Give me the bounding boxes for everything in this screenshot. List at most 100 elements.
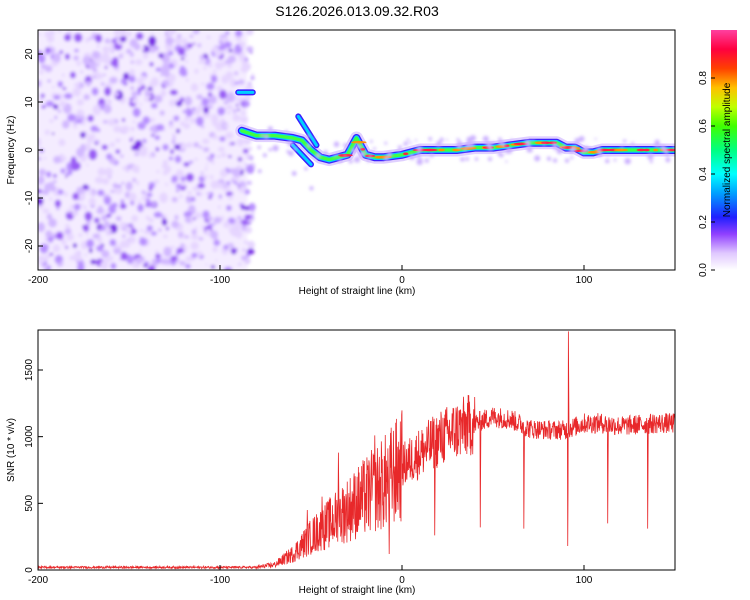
- noise-speck: [185, 78, 189, 82]
- noise-speck: [227, 63, 232, 69]
- noise-speck: [150, 102, 158, 109]
- faint-speck: [457, 141, 463, 147]
- faint-speck: [498, 140, 503, 146]
- noise-speck: [159, 192, 168, 204]
- noise-speck: [202, 138, 210, 145]
- spectrogram-x-axis-label: Height of straight line (km): [299, 286, 416, 297]
- noise-speck: [176, 247, 185, 254]
- noise-speck: [132, 120, 136, 124]
- noise-speck: [118, 258, 122, 261]
- noise-speck: [110, 262, 117, 270]
- noise-speck: [149, 62, 154, 67]
- noise-speck: [238, 216, 241, 219]
- spectrogram-x-tick-label: -100: [210, 275, 230, 286]
- noise-speck: [217, 182, 224, 189]
- noise-speck: [87, 114, 94, 122]
- noise-speck: [115, 215, 122, 222]
- noise-speck: [235, 36, 242, 42]
- noise-speck: [160, 66, 168, 76]
- noise-speck: [97, 167, 106, 176]
- noise-speck: [112, 56, 119, 65]
- faint-speck: [309, 186, 314, 191]
- noise-speck: [194, 68, 199, 74]
- faint-speck: [623, 139, 627, 143]
- noise-speck: [138, 145, 148, 157]
- noise-speck: [213, 216, 222, 224]
- noise-speck: [38, 183, 41, 188]
- faint-speck: [428, 136, 433, 141]
- noise-speck: [139, 249, 142, 252]
- noise-speck: [198, 237, 204, 241]
- noise-speck: [185, 108, 193, 118]
- noise-speck: [150, 31, 154, 35]
- noise-speck: [218, 196, 222, 200]
- snr-y-tick-label: 1000: [24, 425, 35, 448]
- noise-speck: [183, 161, 190, 167]
- noise-speck: [164, 30, 173, 35]
- faint-speck: [531, 139, 535, 142]
- faint-speck: [491, 140, 495, 145]
- noise-speck: [223, 244, 229, 250]
- noise-speck: [224, 47, 229, 54]
- noise-speck: [131, 224, 135, 228]
- noise-speck: [217, 106, 226, 116]
- noise-speck: [70, 161, 80, 171]
- noise-speck: [141, 196, 144, 200]
- noise-speck: [133, 93, 137, 96]
- noise-speck: [193, 30, 198, 33]
- noise-speck: [86, 80, 91, 87]
- noise-speck: [120, 125, 130, 133]
- noise-speck: [240, 65, 249, 73]
- noise-speck: [40, 93, 45, 98]
- noise-speck: [121, 118, 126, 122]
- faint-speck: [414, 139, 418, 142]
- noise-speck: [57, 30, 62, 33]
- noise-speck: [190, 117, 196, 124]
- noise-speck: [88, 149, 98, 161]
- noise-speck: [217, 155, 221, 158]
- ridge-hotspot: [643, 148, 650, 152]
- faint-speck: [386, 151, 393, 158]
- noise-speck: [118, 30, 127, 37]
- noise-speck: [130, 200, 135, 206]
- noise-speck: [194, 157, 198, 162]
- noise-speck: [140, 75, 147, 81]
- spectrogram-y-tick-label: 10: [24, 96, 35, 108]
- noise-speck: [209, 174, 214, 180]
- noise-speck: [174, 214, 179, 221]
- noise-speck: [217, 205, 221, 209]
- noise-speck: [53, 104, 59, 110]
- faint-speck: [546, 156, 551, 161]
- noise-speck: [192, 42, 196, 45]
- noise-speck: [235, 103, 239, 107]
- faint-speck: [397, 150, 400, 153]
- noise-speck: [99, 226, 106, 231]
- noise-speck: [228, 48, 233, 53]
- noise-speck: [180, 120, 185, 127]
- noise-speck: [95, 72, 104, 80]
- faint-speck: [624, 157, 631, 165]
- noise-speck: [72, 192, 79, 201]
- noise-speck: [84, 253, 88, 257]
- faint-speck: [580, 150, 585, 154]
- noise-speck: [202, 111, 211, 119]
- noise-speck: [134, 151, 140, 157]
- noise-speck: [122, 165, 128, 171]
- faint-speck: [542, 143, 546, 147]
- faint-speck: [314, 136, 317, 139]
- noise-speck: [179, 65, 185, 71]
- noise-speck: [103, 220, 111, 229]
- noise-speck: [49, 252, 54, 256]
- noise-speck: [246, 248, 255, 255]
- faint-speck: [293, 147, 297, 151]
- faint-speck: [470, 135, 476, 142]
- noise-speck: [120, 78, 127, 85]
- spectrogram-y-tick-label: -10: [24, 190, 35, 205]
- noise-speck: [212, 222, 216, 226]
- noise-speck: [100, 260, 109, 270]
- noise-speck: [168, 156, 174, 161]
- noise-speck: [102, 119, 108, 124]
- noise-speck: [137, 203, 144, 213]
- noise-speck: [223, 266, 233, 270]
